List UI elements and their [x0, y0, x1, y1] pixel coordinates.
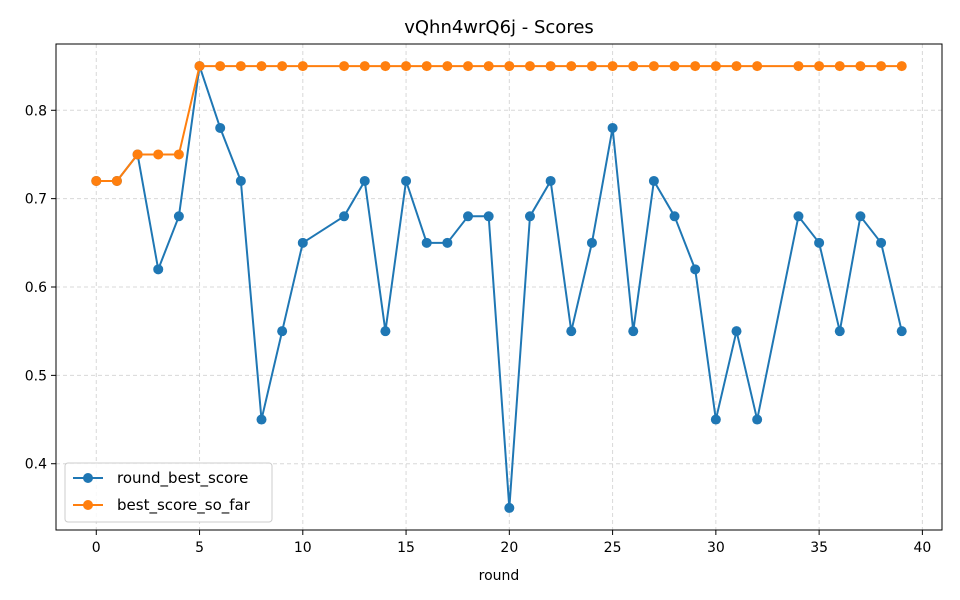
- best-score-so-far-point: [483, 61, 494, 72]
- best-score-so-far-point: [463, 61, 474, 72]
- round-best-score-point: [648, 175, 659, 186]
- round-best-score-point: [545, 175, 556, 186]
- best-score-so-far-point: [834, 61, 845, 72]
- x-tick-label: 15: [397, 540, 415, 556]
- round-best-score-point: [401, 175, 412, 186]
- series-layer: [91, 61, 907, 513]
- best-score-so-far-point: [442, 61, 453, 72]
- round-best-score-point: [814, 237, 825, 248]
- round-best-score-point: [607, 122, 618, 133]
- legend-marker-round-best-score: [83, 473, 93, 483]
- round-best-score-point: [669, 211, 680, 222]
- round-best-score-line: [96, 65, 903, 509]
- round-best-score-point: [256, 414, 267, 425]
- round-best-score-point: [855, 211, 866, 222]
- best-score-so-far-point: [91, 175, 102, 186]
- round-best-score-point: [483, 211, 494, 222]
- legend: round_best_score best_score_so_far: [64, 462, 273, 523]
- legend-box: [64, 462, 273, 523]
- round-best-score-point: [586, 237, 597, 248]
- best-score-so-far-point: [876, 61, 887, 72]
- best-score-so-far-point: [256, 61, 267, 72]
- best-score-so-far-point: [297, 61, 308, 72]
- round-best-score-point: [628, 326, 639, 337]
- round-best-score-point: [896, 326, 907, 337]
- best-score-so-far-point: [628, 61, 639, 72]
- best-score-so-far-point: [793, 61, 804, 72]
- round-best-score-point: [235, 175, 246, 186]
- legend-label-best-score-so-far: best_score_so_far: [117, 496, 251, 515]
- y-tick-label: 0.6: [25, 280, 47, 296]
- round-best-score-point: [339, 211, 350, 222]
- round-best-score-point: [359, 175, 370, 186]
- x-tick-label: 0: [92, 540, 101, 556]
- best-score-so-far-point: [648, 61, 659, 72]
- best-score-so-far-point: [566, 61, 577, 72]
- best-score-so-far-point: [421, 61, 432, 72]
- best-score-so-far-point: [173, 149, 184, 160]
- best-score-so-far-point: [359, 61, 370, 72]
- y-tick-label: 0.5: [25, 368, 47, 384]
- x-axis-label: round: [479, 568, 520, 584]
- best-score-so-far-point: [215, 61, 226, 72]
- x-tick-label: 20: [500, 540, 518, 556]
- x-tick-label: 35: [810, 540, 828, 556]
- legend-label-round-best-score: round_best_score: [117, 469, 248, 488]
- round-best-score-point: [173, 211, 184, 222]
- best-score-so-far-point: [710, 61, 721, 72]
- best-score-so-far-point: [504, 61, 515, 72]
- round-best-score-point: [834, 326, 845, 337]
- legend-marker-best-score-so-far: [83, 500, 93, 510]
- round-best-score-point: [504, 502, 515, 513]
- best-score-so-far-point: [690, 61, 701, 72]
- x-tick-label: 40: [913, 540, 931, 556]
- round-best-score-point: [793, 211, 804, 222]
- best-score-so-far-point: [277, 61, 288, 72]
- axis-ticks: 0 5 10 15 20 25 30 35 40 0.4 0.5 0.6 0.7 0.8: [25, 103, 932, 556]
- y-tick-label: 0.7: [25, 192, 47, 208]
- x-tick-label: 25: [604, 540, 622, 556]
- round-best-score-point: [215, 122, 226, 133]
- round-best-score-point: [153, 264, 164, 275]
- best-score-so-far-point: [401, 61, 412, 72]
- best-score-so-far-point: [855, 61, 866, 72]
- best-score-so-far-point: [524, 61, 535, 72]
- best-score-so-far-point: [607, 61, 618, 72]
- x-tick-label: 30: [707, 540, 725, 556]
- x-tick-label: 10: [294, 540, 312, 556]
- round-best-score-point: [566, 326, 577, 337]
- best-score-so-far-point: [669, 61, 680, 72]
- best-score-so-far-point: [194, 61, 205, 72]
- best-score-so-far-point: [132, 149, 143, 160]
- round-best-score-point: [421, 237, 432, 248]
- round-best-score-point: [752, 414, 763, 425]
- best-score-so-far-point: [586, 61, 597, 72]
- round-best-score-point: [297, 237, 308, 248]
- round-best-score-point: [876, 237, 887, 248]
- round-best-score-point: [690, 264, 701, 275]
- round-best-score-point: [524, 211, 535, 222]
- best-score-so-far-point: [380, 61, 391, 72]
- x-tick-label: 5: [195, 540, 204, 556]
- chart-title: vQhn4wrQ6j - Scores: [404, 17, 594, 38]
- round-best-score-point: [710, 414, 721, 425]
- round-best-score-point: [442, 237, 453, 248]
- best-score-so-far-point: [752, 61, 763, 72]
- best-score-so-far-point: [896, 61, 907, 72]
- best-score-so-far-point: [731, 61, 742, 72]
- round-best-score-point: [380, 326, 391, 337]
- best-score-so-far-point: [111, 175, 122, 186]
- best-score-so-far-point: [153, 149, 164, 160]
- round-best-score-point: [277, 326, 288, 337]
- y-tick-label: 0.4: [25, 457, 47, 473]
- best-score-so-far-point: [339, 61, 350, 72]
- round-best-score-point: [731, 326, 742, 337]
- round-best-score-point: [463, 211, 474, 222]
- y-tick-label: 0.8: [25, 103, 47, 119]
- best-score-so-far-point: [814, 61, 825, 72]
- best-score-so-far-point: [235, 61, 246, 72]
- best-score-so-far-point: [545, 61, 556, 72]
